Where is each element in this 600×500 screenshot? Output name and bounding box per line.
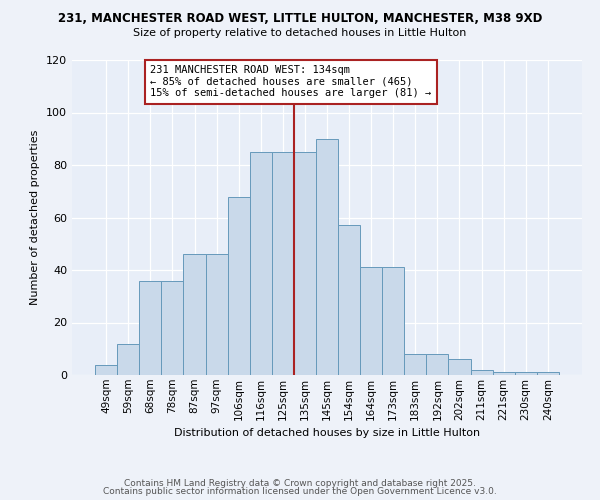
Text: Contains HM Land Registry data © Crown copyright and database right 2025.: Contains HM Land Registry data © Crown c… bbox=[124, 478, 476, 488]
Bar bbox=[227, 196, 250, 375]
Bar bbox=[515, 372, 537, 375]
Bar bbox=[206, 254, 227, 375]
Bar bbox=[117, 344, 139, 375]
Bar bbox=[161, 280, 184, 375]
Bar bbox=[250, 152, 272, 375]
Text: Contains public sector information licensed under the Open Government Licence v3: Contains public sector information licen… bbox=[103, 487, 497, 496]
Text: Size of property relative to detached houses in Little Hulton: Size of property relative to detached ho… bbox=[133, 28, 467, 38]
Bar bbox=[448, 359, 470, 375]
X-axis label: Distribution of detached houses by size in Little Hulton: Distribution of detached houses by size … bbox=[174, 428, 480, 438]
Bar bbox=[493, 372, 515, 375]
Bar bbox=[272, 152, 294, 375]
Bar bbox=[360, 268, 382, 375]
Bar bbox=[338, 226, 360, 375]
Bar bbox=[404, 354, 427, 375]
Bar bbox=[139, 280, 161, 375]
Bar bbox=[470, 370, 493, 375]
Y-axis label: Number of detached properties: Number of detached properties bbox=[31, 130, 40, 305]
Bar bbox=[184, 254, 206, 375]
Bar bbox=[294, 152, 316, 375]
Bar bbox=[95, 364, 117, 375]
Bar bbox=[382, 268, 404, 375]
Bar bbox=[537, 372, 559, 375]
Text: 231, MANCHESTER ROAD WEST, LITTLE HULTON, MANCHESTER, M38 9XD: 231, MANCHESTER ROAD WEST, LITTLE HULTON… bbox=[58, 12, 542, 26]
Bar bbox=[316, 138, 338, 375]
Bar bbox=[427, 354, 448, 375]
Text: 231 MANCHESTER ROAD WEST: 134sqm
← 85% of detached houses are smaller (465)
15% : 231 MANCHESTER ROAD WEST: 134sqm ← 85% o… bbox=[151, 65, 431, 98]
